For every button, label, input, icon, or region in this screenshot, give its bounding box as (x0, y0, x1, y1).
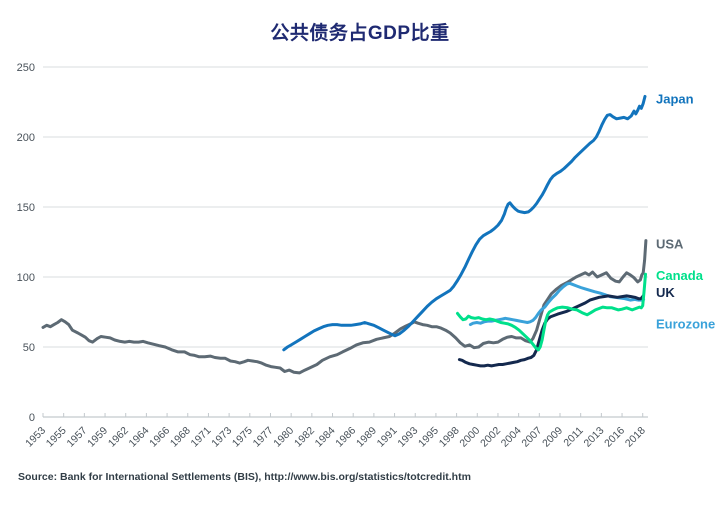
y-tick-label: 0 (29, 412, 35, 424)
x-tick-label: 1953 (23, 425, 48, 450)
x-tick-label: 1998 (437, 425, 462, 450)
series-line-usa (41, 239, 648, 375)
x-tick-label: 1977 (251, 425, 276, 450)
series-line-canada (456, 272, 647, 352)
x-tick-label: 1984 (313, 425, 338, 450)
x-tick-label: 1993 (395, 425, 420, 450)
x-tick-label: 2000 (457, 425, 482, 450)
x-tick-label: 1982 (292, 425, 317, 450)
x-tick-label: 1966 (147, 425, 172, 450)
y-tick-label: 250 (17, 62, 35, 74)
x-tick-label: 1962 (106, 425, 131, 450)
series-label-usa: USA (656, 237, 684, 252)
x-tick-label: 1959 (85, 425, 110, 450)
y-tick-label: 200 (17, 132, 35, 144)
x-tick-label: 2018 (623, 425, 648, 450)
x-tick-label: 1957 (64, 425, 89, 450)
x-tick-label: 1975 (230, 425, 255, 450)
series-label-eurozone: Eurozone (656, 316, 715, 331)
x-tick-label: 1973 (209, 425, 234, 450)
y-tick-label: 150 (17, 202, 35, 214)
x-tick-label: 1968 (168, 425, 193, 450)
x-tick-label: 2002 (478, 425, 503, 450)
series-label-canada: Canada (656, 268, 704, 283)
x-tick-label: 1991 (375, 425, 400, 450)
x-tick-label: 2009 (540, 425, 565, 450)
x-tick-label: 2011 (561, 425, 586, 450)
x-tick-label: 2013 (581, 425, 606, 450)
x-tick-label: 2007 (519, 425, 544, 450)
x-tick-label: 2004 (499, 425, 524, 450)
series-line-japan (282, 94, 647, 352)
series-line-uk (457, 294, 645, 368)
series-label-uk: UK (656, 285, 675, 300)
x-tick-label: 1995 (416, 425, 441, 450)
source-note: Source: Bank for International Settlemen… (18, 471, 471, 483)
x-tick-label: 1971 (189, 425, 214, 450)
series-label-japan: Japan (656, 91, 694, 106)
y-tick-label: 100 (17, 272, 35, 284)
y-tick-label: 50 (23, 342, 35, 354)
x-tick-label: 1955 (44, 425, 69, 450)
x-tick-label: 1964 (127, 425, 152, 450)
x-tick-label: 1989 (354, 425, 379, 450)
x-tick-label: 2016 (602, 425, 627, 450)
x-tick-label: 1986 (333, 425, 358, 450)
chart-title: 公共债务占GDP比重 (270, 23, 450, 44)
x-tick-label: 1980 (271, 425, 296, 450)
